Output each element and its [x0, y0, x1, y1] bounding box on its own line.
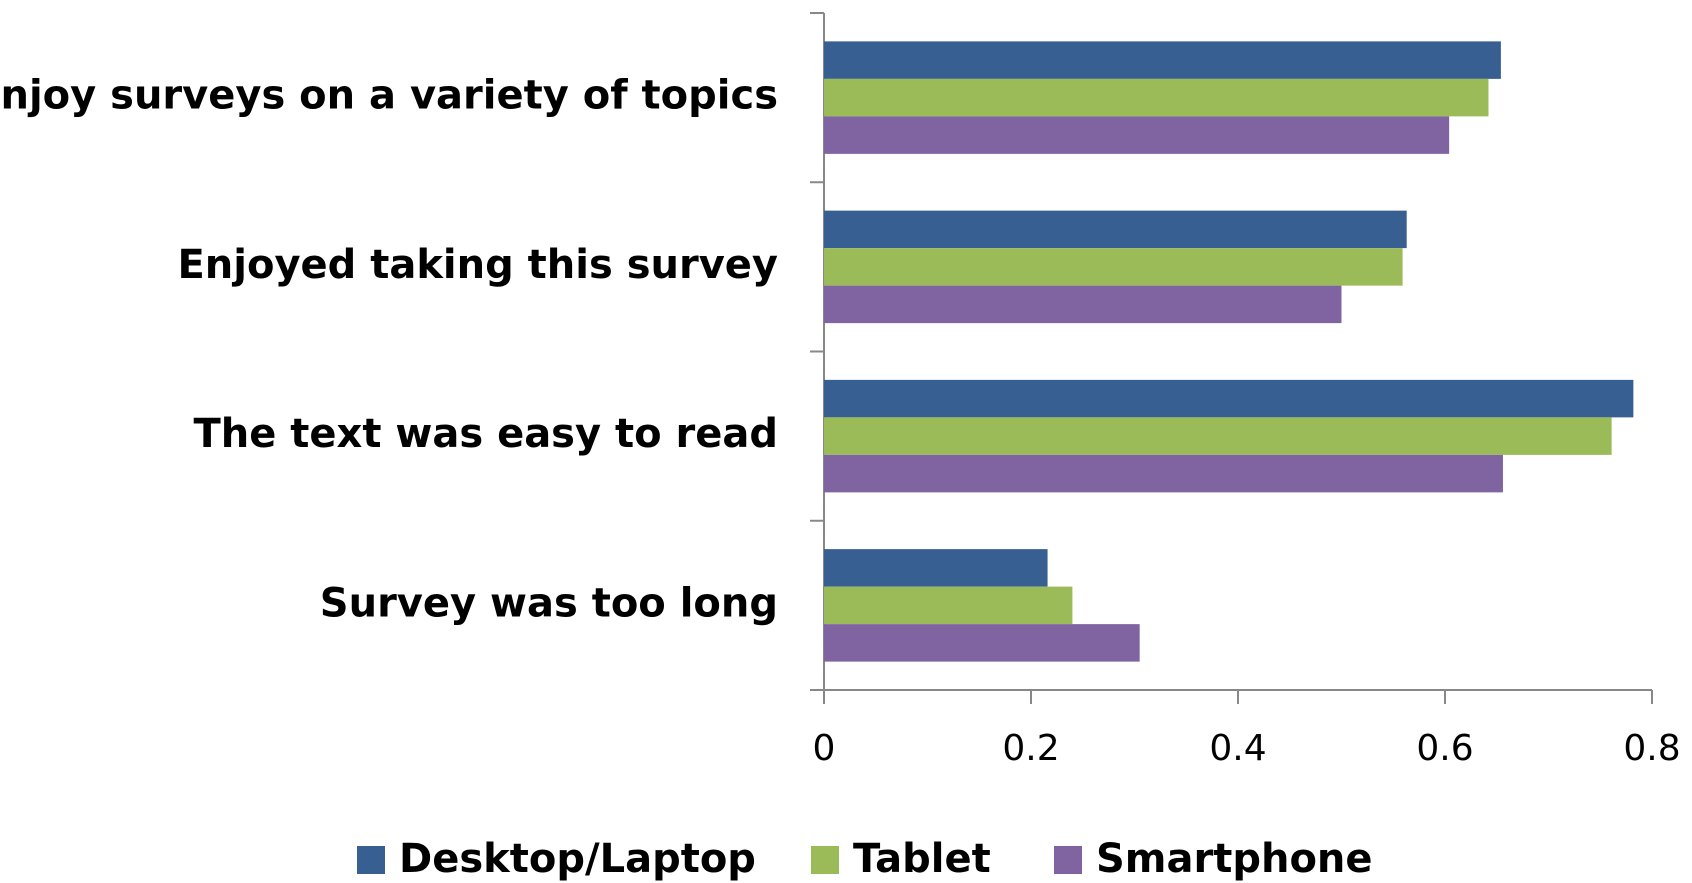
bar — [824, 379, 1634, 418]
bar — [824, 78, 1489, 117]
bar — [824, 417, 1612, 455]
x-tick-label: 0.6 — [1416, 728, 1473, 769]
legend-label: Smartphone — [1096, 836, 1373, 882]
legend-swatch — [357, 846, 385, 874]
category-label: Enjoyed taking this survey — [177, 242, 778, 288]
bar — [824, 285, 1342, 324]
x-tick-label: 0.2 — [1002, 728, 1059, 769]
legend-swatch — [1054, 846, 1082, 874]
bar — [824, 248, 1403, 286]
bar — [824, 116, 1450, 154]
category-label: The text was easy to read — [193, 411, 778, 457]
bar — [824, 549, 1048, 587]
bar — [824, 624, 1140, 662]
legend-swatch — [811, 846, 839, 874]
x-tick-label: 0 — [813, 728, 836, 769]
x-tick-label: 0.8 — [1623, 728, 1680, 769]
category-label: Enjoy surveys on a variety of topics — [0, 73, 778, 119]
bar — [824, 41, 1501, 79]
bar — [824, 210, 1407, 249]
category-label: Survey was too long — [320, 580, 778, 626]
legend-label: Tablet — [853, 836, 991, 882]
bar — [824, 586, 1073, 625]
bar — [824, 454, 1503, 493]
x-tick-label: 0.4 — [1209, 728, 1266, 769]
legend-label: Desktop/Laptop — [399, 836, 756, 882]
